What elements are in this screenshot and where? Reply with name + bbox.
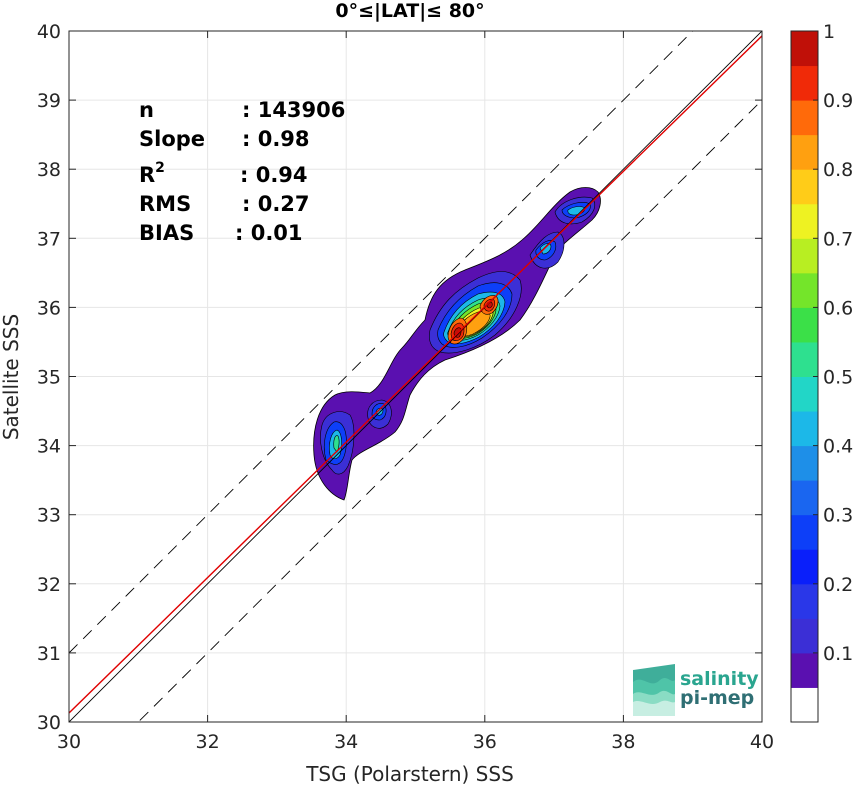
axes: 30 32 34 36 38 40 30 31 32 33 34 35 36 37 38 39 40 [37, 21, 774, 753]
colorbar-band [791, 307, 818, 343]
colorbar-band [791, 411, 818, 447]
colorbar-band [791, 65, 818, 101]
stat-rms-label: RMS [139, 192, 191, 216]
y-tick-label: 32 [37, 574, 61, 596]
y-tick-label: 40 [37, 21, 61, 43]
colorbar-band [791, 341, 818, 377]
colorbar-band [791, 31, 818, 67]
x-axis-label: TSG (Polarstern) SSS [305, 762, 514, 786]
x-tick-label: 40 [750, 731, 774, 753]
colorbar-band [791, 272, 818, 308]
x-tick-label: 34 [334, 731, 358, 753]
reference-line [69, 31, 694, 654]
stat-r2-value: : 0.94 [240, 163, 308, 187]
y-axis-label: Satellite SSS [0, 314, 23, 440]
stat-r2-base: R [139, 163, 155, 187]
stat-n-label: n [139, 98, 154, 122]
colorbar-band [791, 134, 818, 170]
colorbar-band [791, 238, 818, 274]
wave-logo-icon [633, 664, 675, 716]
colorbar-tick-label: 0.3 [823, 505, 853, 527]
stat-bias-label: BIAS [139, 221, 194, 245]
colorbar-band [791, 100, 818, 136]
stat-r2-label: R2 [139, 160, 165, 187]
colorbar-band [791, 652, 818, 688]
colorbar-tick-label: 0.8 [823, 159, 853, 181]
colorbar-band [791, 445, 818, 481]
colorbar-tick-label: 0.7 [823, 228, 853, 250]
colorbar-tick-label: 0.1 [823, 643, 853, 665]
x-tick-label: 30 [57, 731, 81, 753]
colorbar-tick-label: 0.4 [823, 436, 853, 458]
stat-bias-value: : 0.01 [235, 221, 303, 245]
logo-text-pi-mep: pi-mep [680, 687, 754, 709]
y-tick-label: 35 [37, 367, 61, 389]
colorbar-tick-label: 0.5 [823, 367, 853, 389]
y-tick-label: 30 [37, 712, 61, 734]
y-tick-label: 31 [37, 643, 61, 665]
stat-slope-value: : 0.98 [242, 127, 310, 151]
reference-line [137, 99, 762, 722]
y-tick-label: 37 [37, 228, 61, 250]
colorbar-tick-label: 0.9 [823, 90, 853, 112]
colorbar-band [791, 618, 818, 654]
colorbar-band [791, 480, 818, 516]
colorbar-band [791, 514, 818, 550]
stat-rms-value: : 0.27 [242, 192, 310, 216]
colorbar-tick-label: 1 [823, 21, 835, 43]
colorbar-tick-label: 0.6 [823, 297, 853, 319]
reference-line [69, 31, 762, 722]
stats-box: n : 143906 Slope : 0.98 R2 : 0.94 RMS : … [139, 98, 345, 245]
colorbar-band [791, 583, 818, 619]
colorbar-band [791, 376, 818, 412]
x-tick-label: 36 [473, 731, 497, 753]
logo-text-salinity: salinity [680, 668, 759, 690]
y-tick-label: 38 [37, 159, 61, 181]
reference-lines [69, 31, 762, 722]
y-tick-label: 33 [37, 505, 61, 527]
y-tick-label: 39 [37, 90, 61, 112]
x-tick-label: 38 [611, 731, 635, 753]
colorbar-band [791, 687, 818, 723]
chart-title: 0°≤|LAT|≤ 80° [335, 0, 484, 22]
stat-slope-label: Slope [139, 127, 205, 151]
stat-r2-superscript: 2 [155, 160, 165, 176]
reference-line [69, 35, 762, 714]
x-tick-label: 32 [196, 731, 220, 753]
stat-n-value: : 143906 [242, 98, 345, 122]
colorbar-band [791, 203, 818, 239]
colorbar-band [791, 169, 818, 205]
colorbar: 0.1 0.2 0.3 0.4 0.5 0.6 0.7 0.8 0.9 1 [790, 21, 853, 723]
colorbar-tick-label: 0.2 [823, 574, 853, 596]
y-tick-label: 36 [37, 297, 61, 319]
y-tick-label: 34 [37, 436, 61, 458]
colorbar-band [791, 549, 818, 585]
salinity-pi-mep-logo: salinity pi-mep [633, 664, 759, 716]
